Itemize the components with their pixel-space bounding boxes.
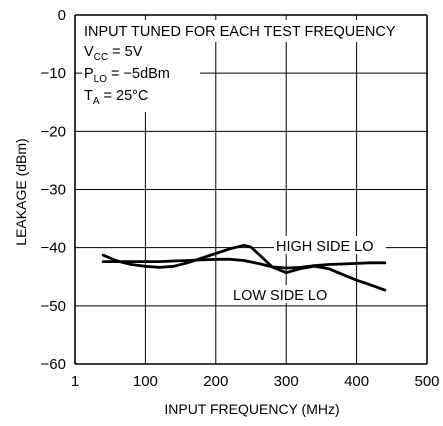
x-tick-label: 400 — [344, 373, 369, 390]
vcc-value: = 5V — [108, 44, 143, 60]
plo-value: = −5dBm — [107, 66, 170, 82]
y-tick-label: −30 — [41, 182, 66, 199]
x-axis-title: INPUT FREQUENCY (MHz) — [164, 401, 339, 417]
series-line-high-side-lo — [101, 243, 387, 292]
y-tick-label: −20 — [41, 123, 66, 140]
x-tick-label: 200 — [203, 373, 228, 390]
series-lines — [101, 243, 387, 292]
annotation-plo: PLO = −5dBm — [84, 66, 170, 85]
ta-symbol: T — [84, 88, 93, 104]
vcc-subscript: CC — [94, 52, 108, 63]
high-side-label-background — [274, 236, 386, 254]
annotation-vcc: VCC = 5V — [84, 44, 143, 63]
y-tick-label: −10 — [41, 65, 66, 82]
series-labels: HIGH SIDE LO LOW SIDE LO — [231, 236, 386, 304]
series-line-low-side-lo — [101, 257, 387, 270]
tick-labels: 1 100 200 300 400 500 0 −10 −20 −30 −40 −50 −60 — [41, 7, 440, 390]
y-tick-label: −50 — [41, 298, 66, 315]
x-tick-label: 500 — [414, 373, 439, 390]
y-axis-title: LEAKAGE (dBm) — [13, 138, 29, 245]
y-tick-label: −60 — [41, 356, 66, 373]
y-tick-label: 0 — [58, 7, 66, 24]
x-tick-label: 300 — [274, 373, 299, 390]
ta-value: = 25°C — [100, 88, 149, 104]
annotation-ta: TA = 25°C — [84, 88, 148, 107]
annotation-background-line1 — [82, 20, 413, 42]
vcc-symbol: V — [84, 44, 94, 60]
series-label-low-side-lo: LOW SIDE LO — [233, 288, 327, 304]
annotation-test-condition: INPUT TUNED FOR EACH TEST FREQUENCY — [84, 24, 396, 40]
grid — [74, 14, 428, 365]
plo-subscript: LO — [94, 74, 108, 85]
series-label-high-side-lo: HIGH SIDE LO — [276, 239, 374, 255]
x-tick-label: 100 — [133, 373, 158, 390]
ta-subscript: A — [93, 96, 100, 107]
annotation-block: INPUT TUNED FOR EACH TEST FREQUENCY VCC … — [82, 20, 413, 112]
annotation-background-params — [82, 42, 200, 112]
x-tick-label: 1 — [71, 373, 79, 390]
plo-symbol: P — [84, 66, 94, 82]
y-tick-label: −40 — [41, 240, 66, 257]
low-side-label-background — [231, 285, 337, 303]
